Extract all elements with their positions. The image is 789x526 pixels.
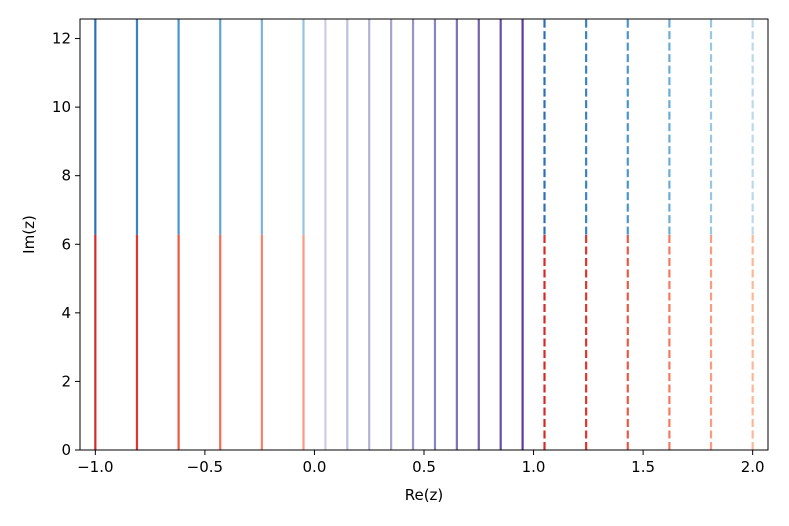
y-tick-label: 12 [52, 30, 71, 48]
x-axis-ticks: −1.0 −0.5 0.0 0.5 1.0 1.5 2.0 [77, 450, 765, 476]
y-tick-label: 6 [61, 235, 71, 253]
x-tick-label: 0.5 [412, 458, 436, 476]
y-tick-label: 8 [61, 167, 71, 185]
y-tick-label: 0 [61, 441, 71, 459]
x-tick-label: −0.5 [187, 458, 223, 476]
x-tick-label: 1.0 [522, 458, 546, 476]
plot-lines [94, 19, 754, 450]
y-tick-label: 10 [52, 98, 71, 116]
y-tick-label: 2 [61, 372, 71, 390]
x-tick-label: 1.5 [631, 458, 655, 476]
x-tick-label: 0.0 [303, 458, 327, 476]
y-tick-label: 4 [61, 304, 71, 322]
x-tick-label: 2.0 [741, 458, 765, 476]
x-axis-label: Re(z) [405, 486, 444, 504]
x-tick-label: −1.0 [77, 458, 113, 476]
y-axis-ticks: 0 2 4 6 8 10 12 [52, 30, 80, 459]
y-axis-label: Im(z) [20, 215, 38, 254]
